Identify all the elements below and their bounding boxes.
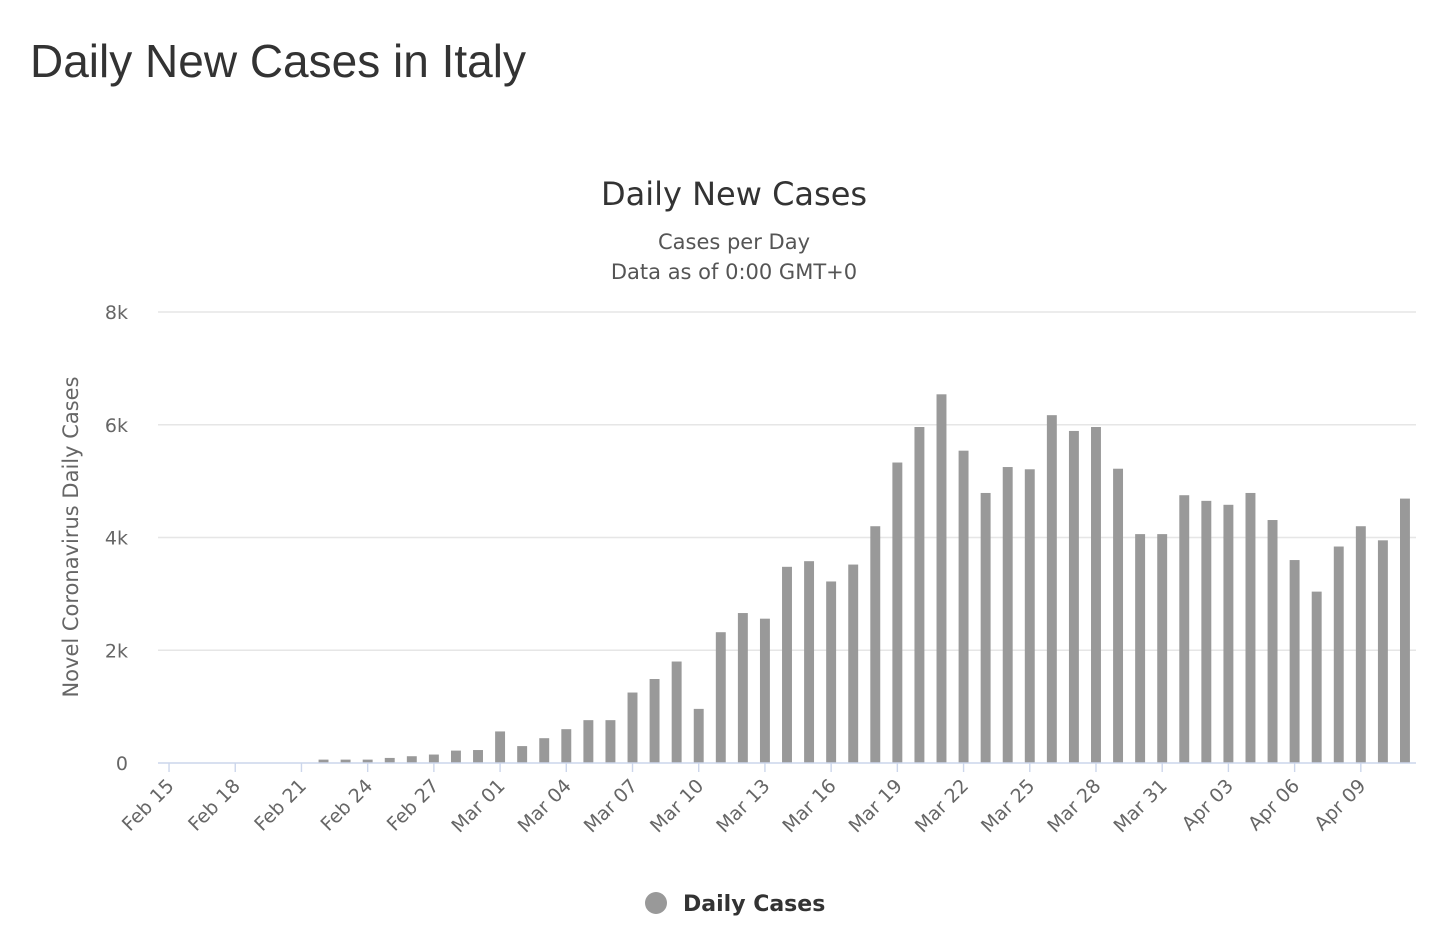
bar[interactable] (1002, 467, 1013, 763)
bar[interactable] (1046, 415, 1057, 763)
bar[interactable] (1289, 560, 1300, 763)
x-tick-label: Mar 01 (447, 775, 509, 837)
bar[interactable] (1113, 468, 1124, 763)
bar[interactable] (804, 561, 815, 763)
x-tick-label: Feb 27 (383, 775, 444, 836)
bar[interactable] (870, 526, 881, 763)
bar[interactable] (473, 750, 483, 763)
bar[interactable] (826, 581, 837, 763)
bar[interactable] (1311, 591, 1322, 763)
bar[interactable] (495, 731, 506, 763)
x-tick-label: Feb 18 (184, 775, 245, 836)
bar[interactable] (428, 754, 439, 763)
bar[interactable] (1135, 534, 1146, 763)
bar[interactable] (1091, 427, 1101, 763)
bar[interactable] (362, 759, 373, 763)
y-axis-ticks: 0 2k 4k 6k 8k (105, 302, 128, 775)
x-tick-label: Mar 07 (580, 775, 642, 837)
legend-swatch (645, 892, 667, 914)
bar[interactable] (627, 692, 638, 763)
bar[interactable] (1201, 500, 1212, 763)
bar[interactable] (605, 720, 616, 763)
legend-label[interactable]: Daily Cases (683, 892, 825, 917)
x-tick-label: Apr 06 (1244, 775, 1304, 835)
bars (318, 394, 1410, 763)
x-tick-label: Mar 19 (845, 775, 907, 837)
bar[interactable] (892, 462, 903, 763)
x-tick-label: Mar 13 (712, 775, 774, 837)
bar[interactable] (1267, 520, 1278, 763)
chart-title: Daily New Cases (601, 175, 867, 213)
bar[interactable] (1245, 492, 1256, 763)
x-tick-label: Mar 25 (977, 775, 1039, 837)
bar[interactable] (958, 450, 969, 763)
x-tick-label: Feb 15 (118, 775, 179, 836)
bar[interactable] (1179, 495, 1190, 763)
bar[interactable] (1355, 526, 1366, 763)
bar[interactable] (406, 756, 417, 763)
bar[interactable] (649, 679, 660, 763)
bar[interactable] (384, 757, 395, 763)
bar[interactable] (450, 750, 461, 763)
bar[interactable] (715, 632, 726, 763)
legend[interactable]: Daily Cases (645, 892, 825, 917)
x-tick-label: Feb 24 (316, 775, 377, 836)
y-tick-label: 8k (105, 302, 128, 324)
bar[interactable] (782, 566, 792, 763)
x-tick-label: Mar 16 (778, 775, 840, 837)
bar[interactable] (561, 729, 572, 763)
y-tick-label: 2k (105, 640, 128, 662)
y-tick-label: 4k (105, 528, 128, 550)
bar[interactable] (1399, 498, 1410, 763)
bar[interactable] (848, 564, 859, 763)
bar[interactable] (1068, 430, 1079, 763)
x-tick-label: Mar 04 (514, 775, 576, 837)
x-tick-label: Feb 21 (250, 775, 311, 836)
x-tick-label: Mar 31 (1109, 775, 1171, 837)
y-tick-label: 6k (105, 415, 128, 437)
bar[interactable] (1223, 504, 1234, 763)
x-tick-label: Mar 28 (1043, 775, 1105, 837)
x-axis-ticks: Feb 15 Feb 18 Feb 21 Feb 24 Feb 27 Mar 01 Mar … (118, 763, 1370, 837)
bar[interactable] (693, 708, 704, 763)
chart-subtitle-line-1: Cases per Day (658, 230, 810, 254)
bar[interactable] (759, 618, 770, 763)
x-tick-label: Mar 10 (646, 775, 708, 837)
bar[interactable] (517, 746, 528, 763)
bar[interactable] (1377, 540, 1388, 763)
chart-subtitle-line-2: Data as of 0:00 GMT+0 (611, 260, 857, 284)
y-tick-label: 0 (116, 753, 128, 775)
bar[interactable] (340, 759, 351, 763)
bar[interactable] (1024, 469, 1035, 763)
bar[interactable] (1157, 534, 1168, 763)
x-tick-label: Mar 22 (911, 775, 973, 837)
bar[interactable] (737, 613, 748, 763)
bar[interactable] (914, 427, 925, 763)
bar[interactable] (980, 492, 991, 763)
bar[interactable] (583, 720, 594, 763)
x-tick-label: Apr 03 (1178, 775, 1238, 835)
x-tick-label: Apr 09 (1310, 775, 1370, 835)
y-axis-title: Novel Coronavirus Daily Cases (59, 376, 83, 697)
page-heading: Daily New Cases in Italy (30, 35, 526, 87)
bar[interactable] (1333, 546, 1344, 763)
bar[interactable] (539, 738, 550, 763)
bar[interactable] (318, 759, 329, 763)
bar[interactable] (936, 394, 947, 763)
bar[interactable] (671, 661, 682, 763)
